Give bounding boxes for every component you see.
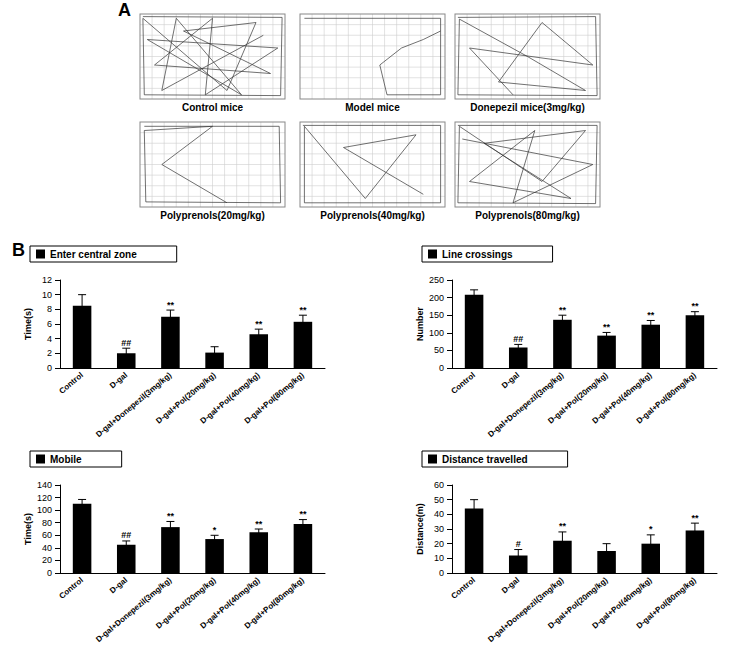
svg-text:40: 40 (434, 509, 444, 519)
svg-text:D-gal+Pol(20mg/kg): D-gal+Pol(20mg/kg) (154, 370, 218, 426)
svg-text:D-gal+Pol(80mg/kg): D-gal+Pol(80mg/kg) (243, 575, 306, 630)
svg-text:D-gal+Pol(20mg/kg): D-gal+Pol(20mg/kg) (154, 575, 218, 631)
svg-text:100: 100 (429, 328, 444, 338)
svg-text:D-gal+Pol(80mg/kg): D-gal+Pol(80mg/kg) (635, 370, 698, 425)
svg-text:D-gal+Donepezil(3mg/kg): D-gal+Donepezil(3mg/kg) (486, 370, 565, 439)
svg-text:Control: Control (57, 576, 85, 601)
svg-text:20: 20 (434, 539, 444, 549)
svg-text:D-gal+Pol(80mg/kg): D-gal+Pol(80mg/kg) (635, 575, 698, 630)
svg-text:**: ** (255, 519, 263, 529)
svg-text:40: 40 (42, 543, 52, 553)
svg-text:200: 200 (429, 293, 444, 303)
svg-text:Number: Number (415, 307, 425, 342)
svg-text:60: 60 (42, 530, 52, 540)
svg-text:20: 20 (42, 555, 52, 565)
svg-text:**: ** (691, 301, 699, 311)
svg-text:##: ## (513, 334, 523, 344)
svg-text:D-gal+Pol(40mg/kg): D-gal+Pol(40mg/kg) (198, 575, 262, 631)
svg-text:Control mice: Control mice (182, 102, 244, 113)
svg-text:Polyprenols(20mg/kg): Polyprenols(20mg/kg) (160, 210, 264, 221)
svg-text:4: 4 (47, 334, 52, 344)
svg-text:0: 0 (439, 363, 444, 373)
svg-text:**: ** (255, 319, 263, 329)
svg-text:Control: Control (449, 576, 477, 601)
svg-text:120: 120 (37, 493, 52, 503)
svg-text:D-gal+Pol(80mg/kg): D-gal+Pol(80mg/kg) (243, 370, 306, 425)
svg-text:D-gal+Donepezil(3mg/kg): D-gal+Donepezil(3mg/kg) (94, 575, 173, 644)
svg-text:#: # (516, 539, 521, 549)
svg-text:**: ** (167, 511, 175, 521)
svg-text:2: 2 (47, 348, 52, 358)
svg-text:Control: Control (57, 371, 85, 396)
svg-text:Distance(m): Distance(m) (415, 503, 425, 555)
svg-text:140: 140 (37, 480, 52, 490)
svg-text:D-gal: D-gal (108, 371, 129, 391)
svg-text:*: * (213, 525, 217, 535)
svg-text:*: * (649, 524, 653, 534)
svg-text:Time(s): Time(s) (23, 308, 33, 340)
svg-text:Mobile: Mobile (50, 454, 82, 465)
svg-text:D-gal+Pol(20mg/kg): D-gal+Pol(20mg/kg) (546, 370, 610, 426)
svg-text:50: 50 (434, 495, 444, 505)
svg-text:##: ## (121, 530, 131, 540)
svg-text:Polyprenols(80mg/kg): Polyprenols(80mg/kg) (475, 210, 579, 221)
svg-text:30: 30 (434, 524, 444, 534)
svg-text:0: 0 (439, 568, 444, 578)
svg-text:150: 150 (429, 310, 444, 320)
svg-text:Polyprenols(40mg/kg): Polyprenols(40mg/kg) (320, 210, 424, 221)
svg-text:Control: Control (449, 371, 477, 396)
svg-text:**: ** (647, 310, 655, 320)
svg-text:100: 100 (37, 505, 52, 515)
svg-text:6: 6 (47, 319, 52, 329)
html-text:A: A (118, 0, 131, 20)
svg-text:**: ** (299, 305, 307, 315)
svg-text:**: ** (691, 513, 699, 523)
svg-text:12: 12 (42, 275, 52, 285)
svg-text:**: ** (299, 509, 307, 519)
svg-text:0: 0 (47, 363, 52, 373)
svg-text:8: 8 (47, 304, 52, 314)
svg-text:Model mice: Model mice (345, 102, 400, 113)
svg-text:D-gal+Pol(40mg/kg): D-gal+Pol(40mg/kg) (590, 370, 654, 426)
svg-text:10: 10 (434, 553, 444, 563)
svg-text:50: 50 (434, 345, 444, 355)
svg-text:**: ** (559, 305, 567, 315)
svg-text:D-gal+Donepezil(3mg/kg): D-gal+Donepezil(3mg/kg) (486, 575, 565, 644)
svg-text:**: ** (603, 322, 611, 332)
svg-text:D-gal+Pol(20mg/kg): D-gal+Pol(20mg/kg) (546, 575, 610, 631)
svg-text:Enter central zone: Enter central zone (50, 249, 137, 260)
svg-text:D-gal: D-gal (500, 576, 521, 596)
svg-text:Time(s): Time(s) (23, 513, 33, 545)
svg-text:250: 250 (429, 275, 444, 285)
svg-text:60: 60 (434, 480, 444, 490)
svg-text:**: ** (559, 521, 567, 531)
svg-text:0: 0 (47, 568, 52, 578)
svg-text:10: 10 (42, 290, 52, 300)
svg-text:D-gal+Pol(40mg/kg): D-gal+Pol(40mg/kg) (590, 575, 654, 631)
svg-text:**: ** (167, 300, 175, 310)
svg-text:D-gal: D-gal (108, 576, 129, 596)
svg-text:D-gal+Pol(40mg/kg): D-gal+Pol(40mg/kg) (198, 370, 262, 426)
svg-text:Donepezil mice(3mg/kg): Donepezil mice(3mg/kg) (470, 102, 584, 113)
html-text:B: B (12, 240, 25, 260)
svg-text:80: 80 (42, 518, 52, 528)
svg-text:Distance travelled: Distance travelled (442, 454, 528, 465)
svg-text:Line crossings: Line crossings (442, 249, 513, 260)
svg-text:##: ## (121, 338, 131, 348)
svg-text:D-gal+Donepezil(3mg/kg): D-gal+Donepezil(3mg/kg) (94, 370, 173, 439)
svg-text:D-gal: D-gal (500, 371, 521, 391)
